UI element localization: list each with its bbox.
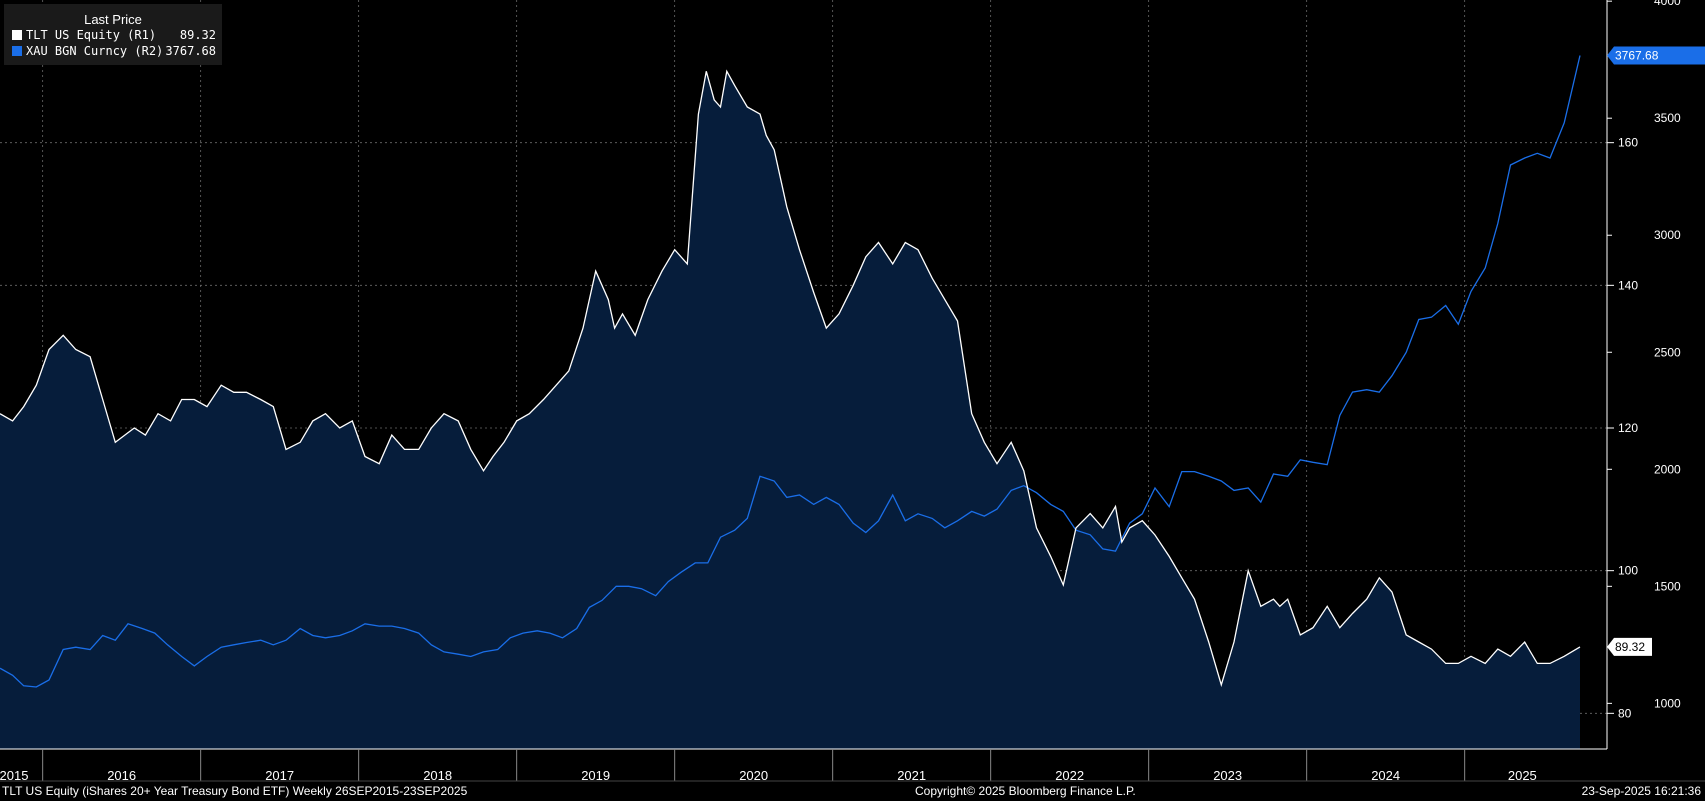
right-axis-tlt: 80 100 120 140 160: [1607, 136, 1638, 720]
legend-title: Last Price: [84, 12, 142, 27]
footer-timestamp: 23-Sep-2025 16:21:36: [1581, 784, 1701, 798]
r2-tick-label: 3500: [1654, 111, 1681, 125]
legend-item-gold: XAU BGN Curncy (R2) 3767.68: [4, 43, 222, 59]
x-year-label: 2019: [581, 768, 610, 783]
r1-tick-label: 120: [1618, 421, 1638, 435]
legend-label-tlt: TLT US Equity (R1): [26, 28, 157, 42]
x-year-label: 2020: [739, 768, 768, 783]
right-axis-gold: 1000 1500 2000 2500 3000 3500 4000: [1607, 0, 1681, 710]
footer-copyright: Copyright© 2025 Bloomberg Finance L.P.: [915, 784, 1136, 798]
tlt-last-value-tag: 89.32: [1607, 637, 1652, 656]
x-year-label: 2018: [423, 768, 452, 783]
x-year-label: 2022: [1055, 768, 1084, 783]
r2-tick-label: 3000: [1654, 228, 1681, 242]
x-year-label: 2024: [1371, 768, 1400, 783]
r1-tick-label: 100: [1618, 564, 1638, 578]
legend-value-gold: 3767.68: [165, 44, 216, 58]
legend-label-gold: XAU BGN Curncy (R2): [26, 44, 164, 58]
x-year-label: 2017: [265, 768, 294, 783]
legend: Last Price TLT US Equity (R1) 89.32 XAU …: [4, 4, 222, 65]
gold-price-line: [0, 55, 1581, 688]
gold-last-value-tag: 3767.68: [1607, 46, 1705, 65]
footer-security-description: TLT US Equity (iShares 20+ Year Treasury…: [2, 784, 468, 798]
legend-item-tlt: TLT US Equity (R1) 89.32: [4, 27, 222, 43]
legend-swatch-gold: [12, 46, 22, 56]
r1-tick-label: 140: [1618, 278, 1638, 292]
x-year-label: 2023: [1213, 768, 1242, 783]
x-year-label: 2015: [0, 768, 28, 783]
legend-value-tlt: 89.32: [179, 28, 216, 42]
r1-tick-label: 80: [1618, 706, 1632, 720]
r2-tick-label: 1500: [1654, 579, 1681, 593]
r2-tick-label: 2000: [1654, 462, 1681, 476]
legend-swatch-tlt: [12, 30, 22, 40]
tlt-last-value: 89.32: [1615, 640, 1645, 654]
x-year-label: 2016: [107, 768, 136, 783]
tlt-price-line: [0, 69, 1581, 688]
r2-tick-label: 4000: [1654, 0, 1681, 8]
r2-tick-label: 1000: [1654, 696, 1681, 710]
x-year-label: 2025: [1508, 768, 1537, 783]
x-axis: 2015 2016 2017 2018 2019 2020 2021 2022 2023 2024…: [0, 749, 1705, 783]
gold-last-value: 3767.68: [1615, 49, 1659, 63]
r2-tick-label: 2500: [1654, 345, 1681, 359]
tlt-area-fill: [0, 71, 1580, 750]
x-year-label: 2021: [897, 768, 926, 783]
r1-tick-label: 160: [1618, 136, 1638, 150]
